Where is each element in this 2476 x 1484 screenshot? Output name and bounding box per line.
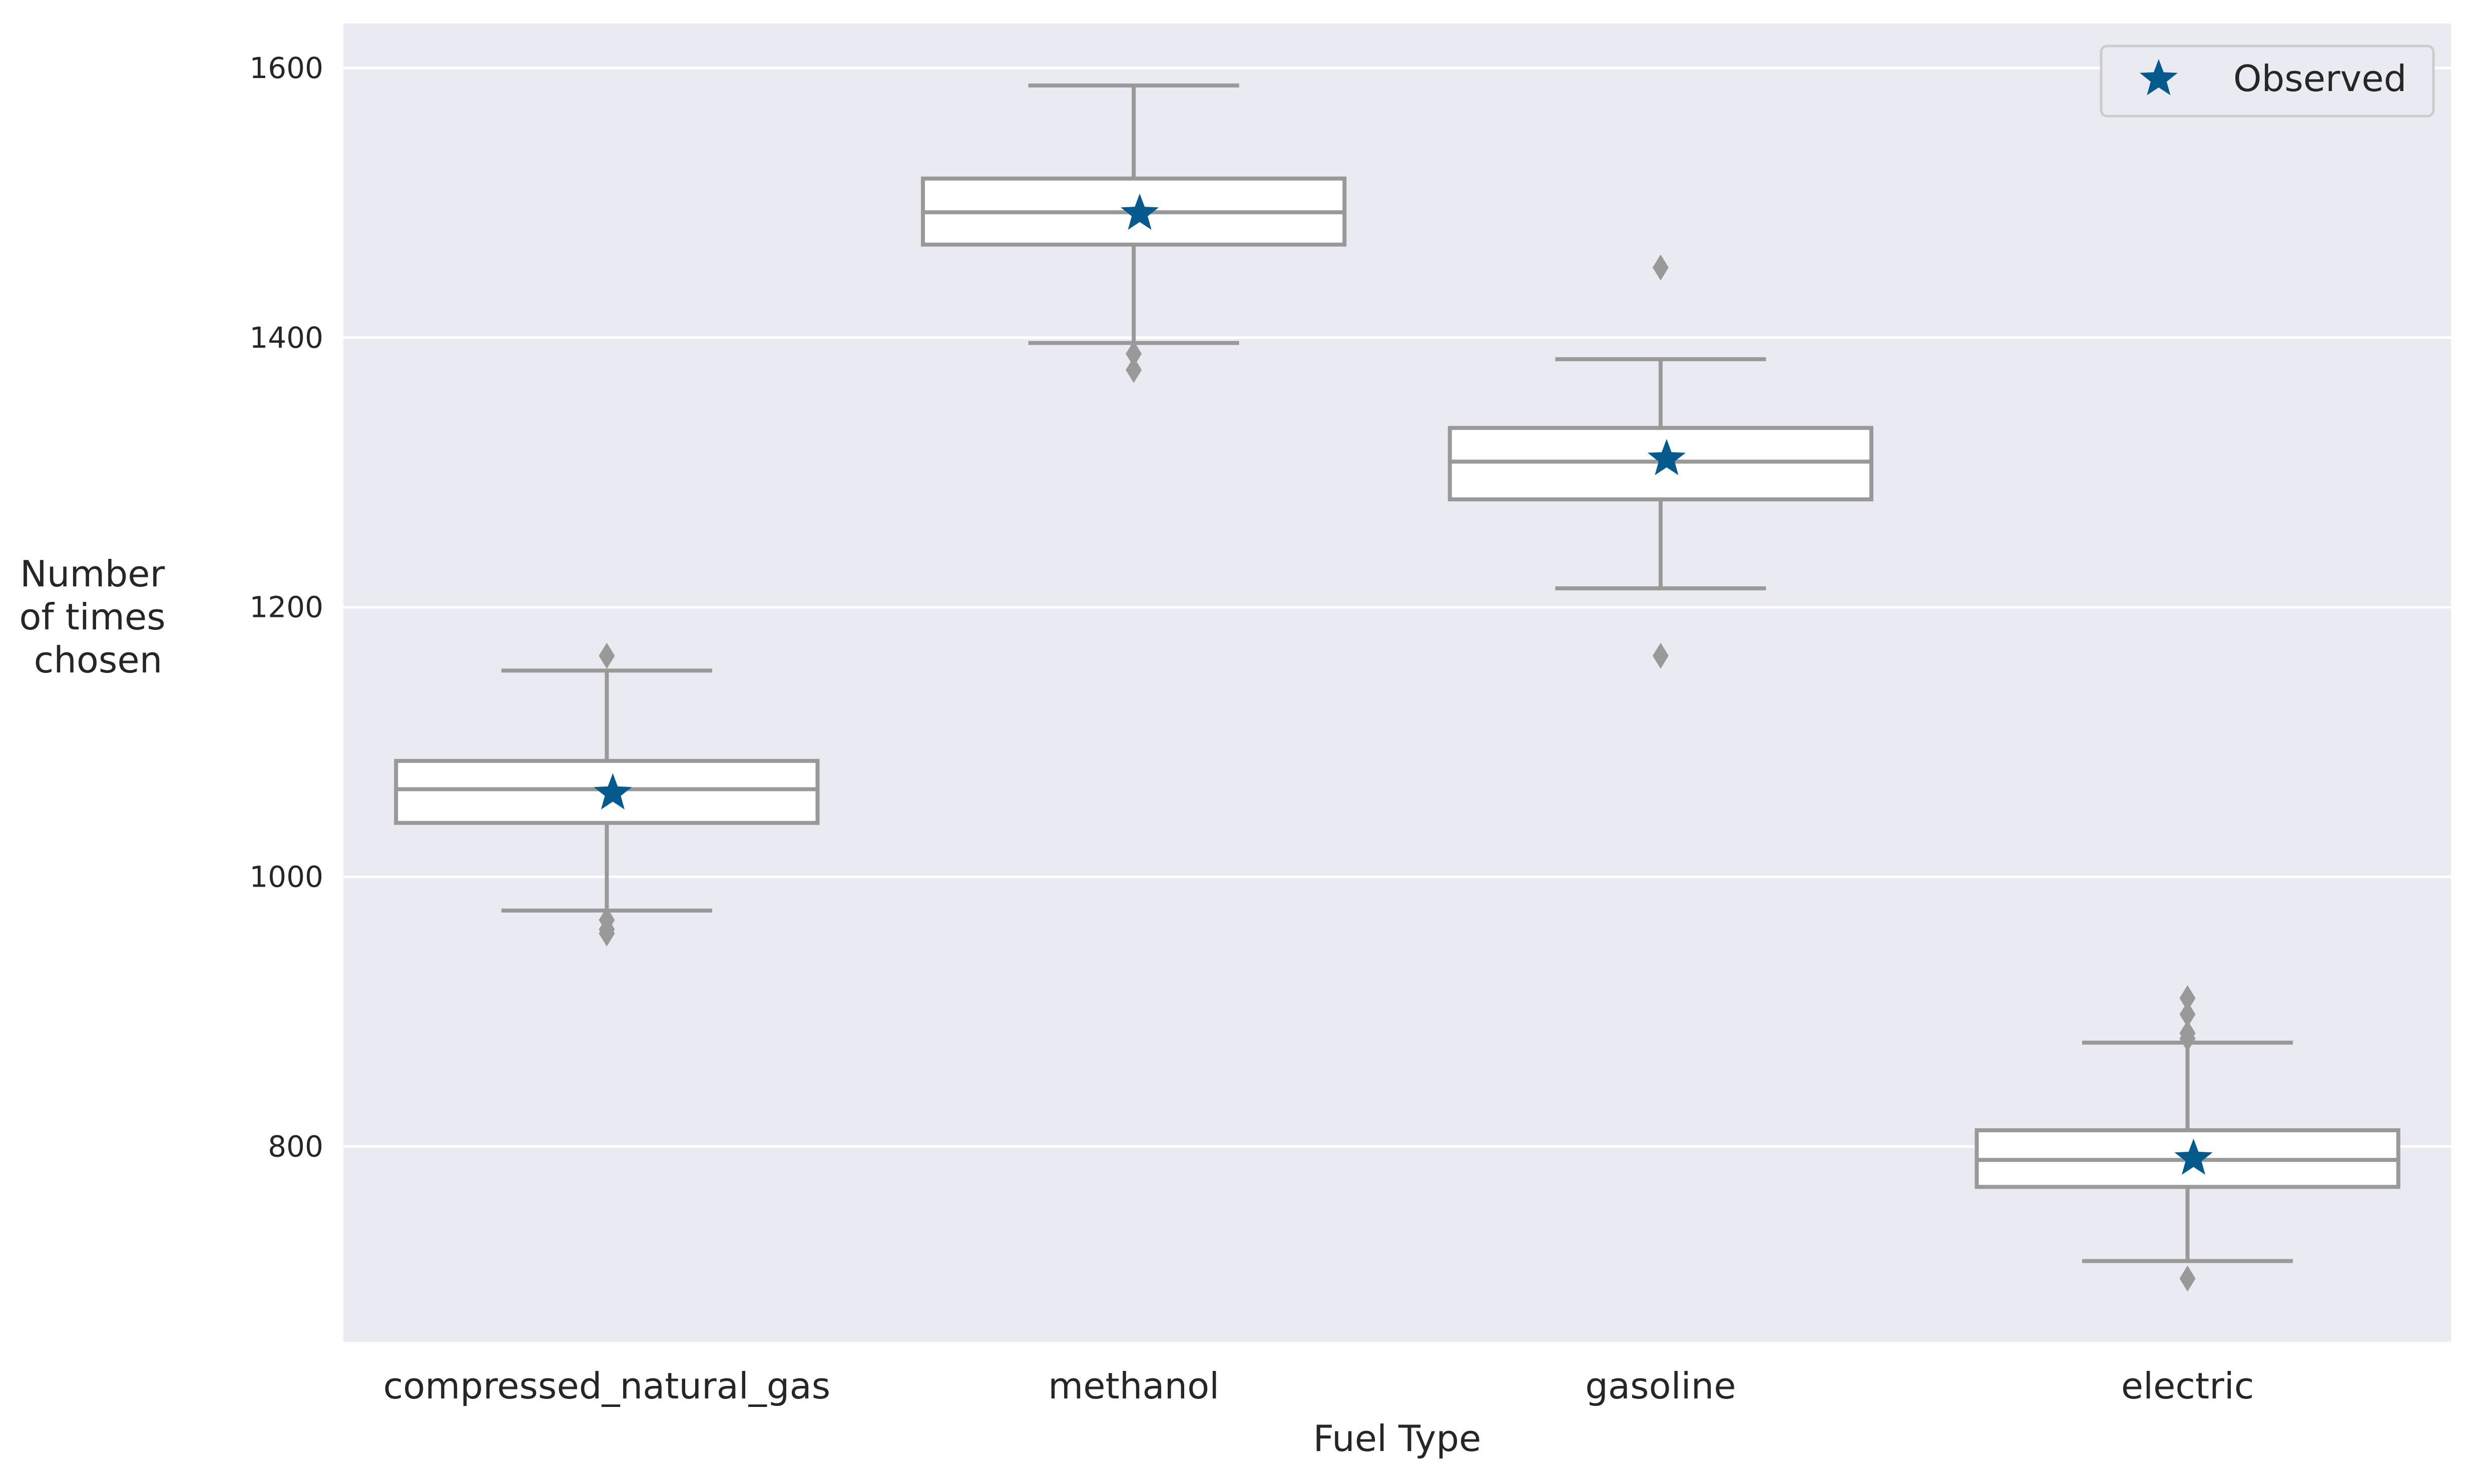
y-tick-label: 1000 xyxy=(249,860,323,894)
y-tick-label: 1200 xyxy=(249,590,323,624)
legend: Observed xyxy=(2100,45,2435,118)
y-tick-label: 800 xyxy=(268,1129,323,1163)
outlier-point xyxy=(599,920,615,947)
box-layer: compressed_natural_gas methanol gasoline el… xyxy=(383,83,2400,1407)
plot-background xyxy=(343,24,2451,1342)
grid-layer: 800 1000 1200 1400 1600 xyxy=(249,51,2451,1163)
legend-label: Observed xyxy=(2233,58,2406,100)
legend-observed-star-icon xyxy=(2140,59,2178,96)
y-axis-label: Number of times chosen xyxy=(19,553,177,681)
outlier-point xyxy=(2179,1265,2196,1292)
outlier-point xyxy=(2179,985,2196,1011)
x-tick-label: gasoline xyxy=(1585,1365,1736,1407)
outlier-point xyxy=(1652,254,1669,281)
x-axis-label: Fuel Type xyxy=(1313,1417,1481,1459)
outlier-point xyxy=(2179,1001,2196,1028)
observed-star xyxy=(1647,439,1686,475)
outlier-point xyxy=(1652,642,1669,669)
legend-frame xyxy=(2100,45,2435,118)
observed-star xyxy=(1121,193,1159,230)
y-axis-label-line: chosen xyxy=(34,639,163,681)
x-tick-label: compressed_natural_gas xyxy=(383,1365,831,1407)
outlier-point xyxy=(1126,341,1142,367)
x-tick-label: methanol xyxy=(1048,1365,1219,1407)
y-tick-label: 1600 xyxy=(249,51,323,85)
x-tick-label: electric xyxy=(2121,1365,2254,1407)
outlier-point xyxy=(2179,1020,2196,1047)
observed-star xyxy=(2174,1138,2213,1175)
axis-layer: Fuel Type Number of times chosen xyxy=(19,553,1481,1459)
y-tick-label: 1400 xyxy=(249,321,323,355)
observed-star xyxy=(594,773,632,810)
outlier-point xyxy=(599,642,615,669)
y-axis-label-line: Number xyxy=(20,553,165,595)
outlier-point xyxy=(1126,357,1142,383)
y-axis-label-line: of times xyxy=(19,596,165,638)
observed-layer xyxy=(594,193,2213,1175)
